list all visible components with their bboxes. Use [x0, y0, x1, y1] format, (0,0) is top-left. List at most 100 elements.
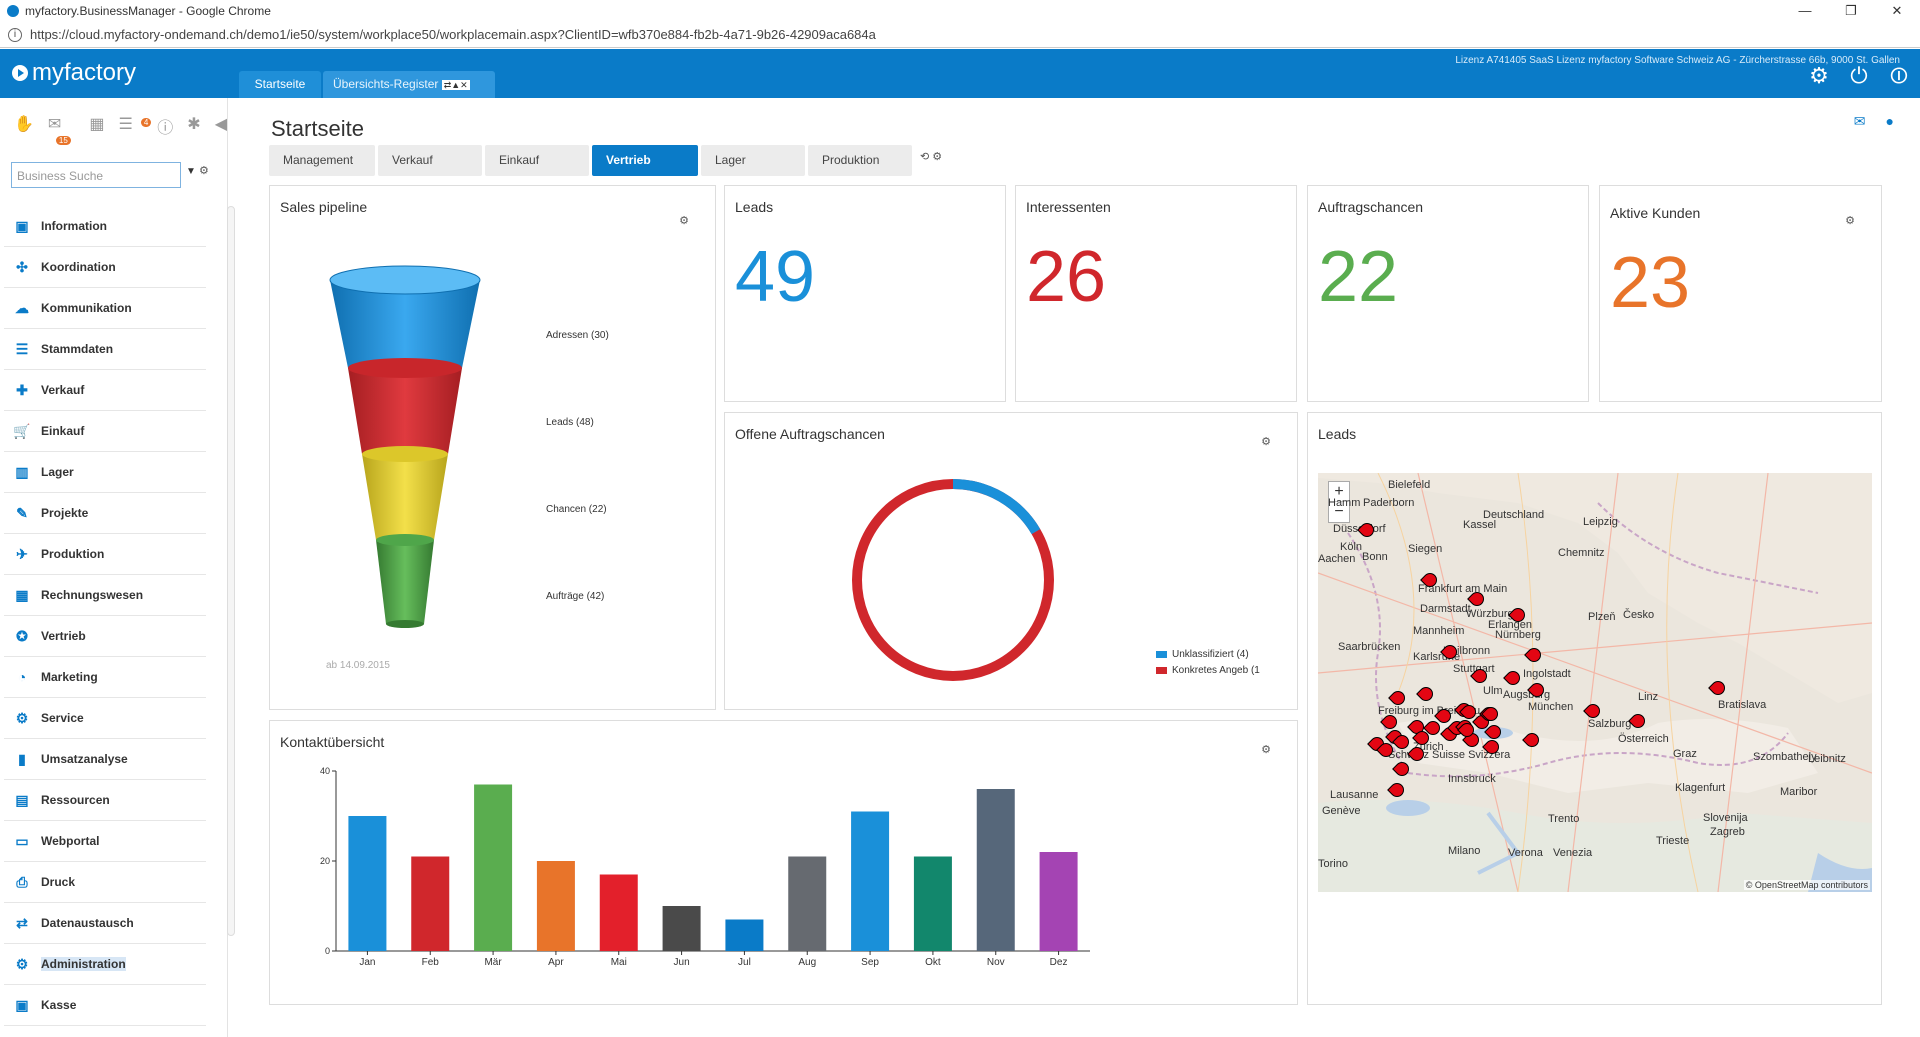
- kpi-auftragschancen: Auftragschancen 22: [1307, 185, 1589, 402]
- x-tick-label: Nov: [987, 957, 1005, 968]
- tab-produktion[interactable]: Produktion: [808, 145, 912, 176]
- sidebar-scrollbar[interactable]: [227, 206, 235, 936]
- sidebar-item-rechnungswesen[interactable]: ▦ Rechnungswesen: [4, 575, 206, 616]
- restore-icon[interactable]: ❐: [1845, 3, 1857, 18]
- kpi-interessenten-value: 26: [1026, 237, 1107, 317]
- sidebar-item-icon: ▭: [15, 832, 29, 849]
- app-header: myfactory Startseite Übersichts-Register…: [0, 49, 1920, 98]
- sidebar-item-umsatzanalyse[interactable]: ▮ Umsatzanalyse: [4, 739, 206, 780]
- sidebar-item-projekte[interactable]: ✎ Projekte: [4, 493, 206, 534]
- tab-controls-icon[interactable]: ⇄▲✕: [441, 80, 470, 90]
- map-label: Hamm: [1328, 497, 1361, 509]
- map-label: Kassel: [1463, 519, 1497, 531]
- map-label: Bonn: [1362, 551, 1388, 563]
- sidebar-item-druck[interactable]: ⎙ Druck: [4, 862, 206, 903]
- settings-icon[interactable]: ✱: [187, 116, 201, 133]
- notifications-badge: 15: [55, 136, 71, 145]
- sidebar-item-einkauf[interactable]: 🛒 Einkauf: [4, 411, 206, 452]
- chat-icon[interactable]: ●: [1885, 113, 1894, 129]
- bar-mär: [474, 784, 513, 951]
- help-icon[interactable]: ⓘ: [157, 120, 174, 137]
- sidebar-item-verkauf[interactable]: ✚ Verkauf: [4, 370, 206, 411]
- sidebar-item-marketing[interactable]: ◔ Marketing: [4, 657, 206, 698]
- leads-map[interactable]: + − © OpenStreetMap contributors Bielefe…: [1318, 473, 1872, 892]
- info-icon[interactable]: i: [8, 27, 22, 42]
- bar-chart: 0 20 40 Jan Feb Mär Apr Mai Jun Jul Aug Sep Okt Nov De…: [320, 766, 1090, 968]
- power-icon[interactable]: ⏻: [1850, 63, 1868, 88]
- leads-map-panel: Leads + − © OpenStreetMap co: [1307, 412, 1882, 1005]
- sidebar-item-label: Administration: [41, 957, 126, 971]
- window-controls: — ❐ ✕: [1782, 0, 1920, 22]
- sidebar-item-ressourcen[interactable]: ▤ Ressourcen: [4, 780, 206, 821]
- sidebar-item-koordination[interactable]: ✣ Koordination: [4, 247, 206, 288]
- x-tick-label: Jun: [674, 957, 690, 968]
- sidebar-item-label: Datenaustausch: [41, 916, 134, 930]
- address-bar[interactable]: i https://cloud.myfactory-ondemand.ch/de…: [0, 22, 1920, 48]
- sidebar-item-icon: ☁: [15, 299, 29, 316]
- gear-icon[interactable]: ⚙: [1809, 63, 1829, 88]
- sidebar-item-icon: ▣: [15, 217, 29, 234]
- funnel-seam-2: [362, 446, 448, 462]
- map-label: Paderborn: [1363, 497, 1415, 509]
- sidebar-item-information[interactable]: ▣ Information: [4, 206, 206, 247]
- map-label: Darmstadt: [1420, 603, 1471, 615]
- tasks-icon[interactable]: ☰ 4: [118, 114, 152, 152]
- sidebar-item-label: Marketing: [41, 670, 98, 684]
- sidebar-item-datenaustausch[interactable]: ⇄ Datenaustausch: [4, 903, 206, 944]
- map-label: Szombathely: [1753, 751, 1817, 763]
- tab-uebersichts-register-label: Übersichts-Register: [333, 77, 439, 91]
- search-dropdown-icon[interactable]: ▼: [186, 166, 196, 177]
- logout-icon[interactable]: ⏼: [1890, 63, 1908, 88]
- tab-lager[interactable]: Lager: [701, 145, 805, 176]
- map-zoom-in-button[interactable]: +: [1329, 482, 1349, 502]
- sidebar-item-label: Umsatzanalyse: [41, 752, 128, 766]
- map-label: Frankfurt am Main: [1418, 583, 1508, 595]
- collapse-icon[interactable]: ◀: [214, 116, 227, 133]
- sidebar-item-icon: ▣: [15, 996, 29, 1013]
- bar-nov: [976, 789, 1015, 951]
- tab-verkauf[interactable]: Verkauf: [378, 145, 482, 176]
- kontakt-title: Kontaktübersicht: [280, 734, 385, 750]
- tab-uebersichts-register[interactable]: Übersichts-Register ⇄▲✕: [323, 71, 495, 98]
- sidebar-item-webportal[interactable]: ▭ Webportal: [4, 821, 206, 862]
- bar-feb: [411, 856, 450, 951]
- hand-icon[interactable]: ✋: [14, 116, 34, 133]
- logo[interactable]: myfactory: [12, 59, 136, 87]
- x-tick-label: Dez: [1050, 957, 1068, 968]
- sidebar-item-kasse[interactable]: ▣ Kasse: [4, 985, 206, 1026]
- map-attribution[interactable]: © OpenStreetMap contributors: [1743, 880, 1870, 890]
- sidebar-item-stammdaten[interactable]: ☰ Stammdaten: [4, 329, 206, 370]
- legend-unklassifiziert: Unklassifiziert (4): [1172, 649, 1249, 660]
- search-input[interactable]: Business Suche: [11, 162, 181, 188]
- refresh-icon[interactable]: ⟲: [920, 151, 930, 163]
- tab-management[interactable]: Management: [269, 145, 375, 176]
- calendar-icon[interactable]: ▦: [89, 116, 105, 133]
- search-options-icon[interactable]: ⚙: [199, 165, 209, 177]
- y-tick-label: 40: [320, 766, 330, 776]
- tabs-options-icon[interactable]: ⚙: [932, 151, 943, 163]
- minimize-icon[interactable]: —: [1798, 3, 1812, 18]
- tab-vertrieb[interactable]: Vertrieb: [592, 145, 698, 176]
- pipeline-options-icon[interactable]: ⚙: [679, 215, 689, 227]
- sidebar-item-administration[interactable]: ⚙ Administration: [4, 944, 206, 985]
- sidebar-item-lager[interactable]: ▥ Lager: [4, 452, 206, 493]
- tab-einkauf[interactable]: Einkauf: [485, 145, 589, 176]
- kpi-aktive-kunden-options-icon[interactable]: ⚙: [1845, 215, 1855, 227]
- offene-options-icon[interactable]: ⚙: [1261, 436, 1271, 448]
- x-tick-label: Apr: [548, 957, 564, 968]
- kontakt-options-icon[interactable]: ⚙: [1261, 744, 1271, 756]
- map-label: Lausanne: [1330, 789, 1379, 801]
- sidebar-item-service[interactable]: ⚙ Service: [4, 698, 206, 739]
- sidebar-item-vertrieb[interactable]: ✪ Vertrieb: [4, 616, 206, 657]
- sidebar-item-kommunikation[interactable]: ☁ Kommunikation: [4, 288, 206, 329]
- map-background: [1318, 473, 1872, 892]
- mail-icon[interactable]: ✉: [1853, 113, 1866, 129]
- sidebar-item-produktion[interactable]: ✈ Produktion: [4, 534, 206, 575]
- map-zoom-out-button[interactable]: −: [1334, 503, 1344, 520]
- notifications-icon[interactable]: ✉15: [48, 114, 75, 152]
- sidebar-item-label: Koordination: [41, 260, 116, 274]
- close-icon[interactable]: ✕: [1891, 3, 1903, 18]
- tab-startseite[interactable]: Startseite: [239, 71, 321, 98]
- sales-pipeline-panel: Sales pipeline ⚙ Adressen (30) Leads (48…: [269, 185, 716, 710]
- url-text[interactable]: https://cloud.myfactory-ondemand.ch/demo…: [30, 27, 876, 42]
